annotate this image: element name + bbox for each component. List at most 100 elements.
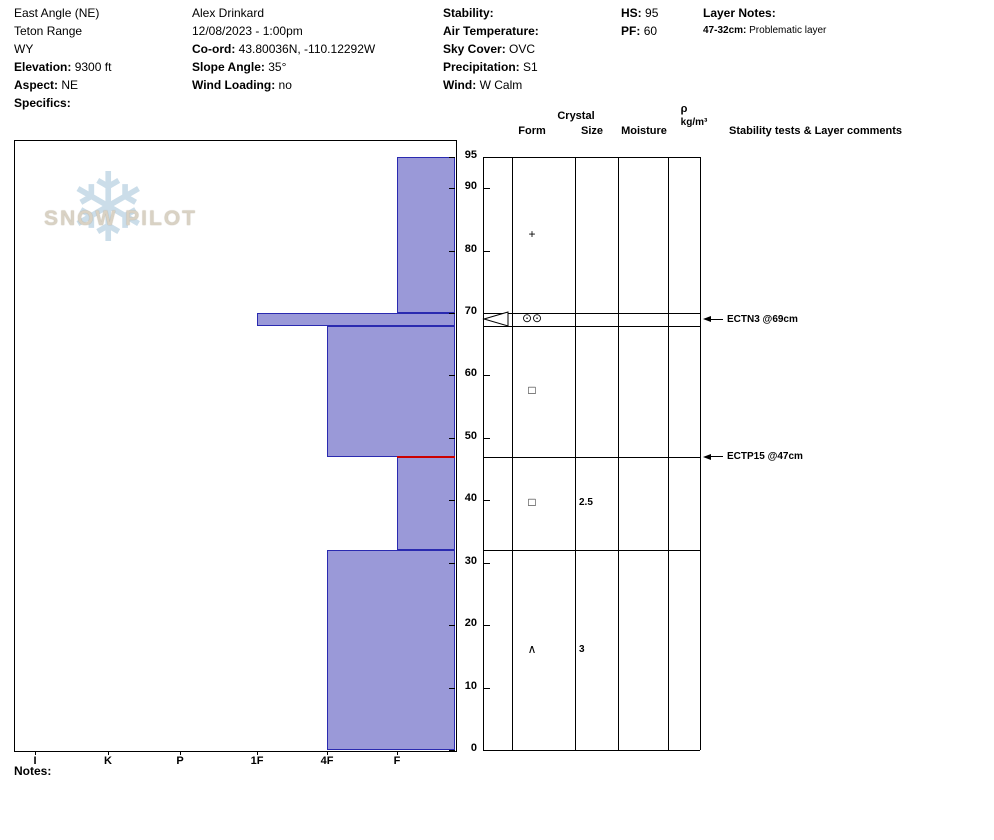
tests-comments-header: Stability tests & Layer comments xyxy=(729,125,903,137)
left-arrow-icon xyxy=(703,453,711,460)
coordinates-label: Co-ord: xyxy=(192,42,236,56)
x-axis-label: 4F xyxy=(320,755,334,767)
wind-loading-label: Wind Loading: xyxy=(192,78,276,92)
density-header: ρ xyxy=(680,103,688,115)
plot-edge-tick xyxy=(449,625,455,627)
grid-vline xyxy=(483,157,484,750)
precipitation-value: S1 xyxy=(523,60,538,74)
left-arrow-icon xyxy=(703,316,711,323)
state: WY xyxy=(14,42,34,56)
notes-label: Notes: xyxy=(14,764,52,778)
air-temp-line: Air Temperature: xyxy=(443,22,539,40)
slope-angle-label: Slope Angle: xyxy=(192,60,265,74)
y-axis-label: 0 xyxy=(470,742,477,754)
y-axis-label: 90 xyxy=(464,180,477,193)
aspect-label: Aspect: xyxy=(14,78,59,92)
stability-line: Stability: xyxy=(443,4,539,22)
grid-vline xyxy=(668,157,669,750)
x-axis-tick xyxy=(35,751,36,755)
snow-layer-bar xyxy=(327,550,455,750)
snow-layer-bar xyxy=(257,313,455,326)
grid-edge-tick xyxy=(483,562,490,564)
plot-edge-tick xyxy=(449,562,455,564)
observer-name: Alex Drinkard xyxy=(192,6,265,20)
density-units: kg/m³ xyxy=(680,117,708,128)
slope-angle-value: 35° xyxy=(268,60,287,74)
observation-datetime: 12/08/2023 - 1:00pm xyxy=(192,24,303,38)
plot-edge-tick xyxy=(449,750,455,751)
air-temp-label: Air Temperature: xyxy=(443,24,539,38)
totals-column: HS: 95 PF: 60 xyxy=(621,4,658,40)
x-axis-label: 1F xyxy=(250,755,264,767)
grid-edge-tick xyxy=(483,250,490,252)
grid-vline xyxy=(575,157,576,750)
coordinates-line: Co-ord: 43.80036N, -110.12292W xyxy=(192,40,375,58)
plot-edge-tick xyxy=(449,437,455,439)
weak-layer-flag-icon xyxy=(482,311,509,327)
grid-hline xyxy=(483,157,700,158)
grid-edge-tick xyxy=(483,500,490,502)
precipitation-label: Precipitation: xyxy=(443,60,520,74)
specifics-line: Specifics: xyxy=(14,94,111,112)
stability-label: Stability: xyxy=(443,6,494,20)
grid-edge-tick xyxy=(483,687,490,689)
watermark-text: SNOW PILOT xyxy=(44,207,197,230)
grid-hline xyxy=(483,550,700,552)
grid-hline xyxy=(483,325,700,327)
x-axis-tick xyxy=(257,751,258,755)
coordinates-value: 43.80036N, -110.12292W xyxy=(238,42,376,56)
grid-vline xyxy=(618,157,619,750)
hs-value: 95 xyxy=(645,6,659,20)
stability-test-annotation: ECTP15 @47cm xyxy=(703,451,803,463)
snowflake-icon: ❄ xyxy=(68,155,149,262)
form-header: Form xyxy=(518,125,546,137)
aspect-value: NE xyxy=(61,78,79,92)
plot-edge-tick xyxy=(449,188,455,190)
y-axis-label: 10 xyxy=(464,679,477,692)
stability-test-annotation: ECTN3 @69cm xyxy=(703,313,798,325)
grain-form-symbol: □ xyxy=(528,495,536,510)
specifics-label: Specifics: xyxy=(14,96,71,110)
hs-label: HS: xyxy=(621,6,642,20)
x-axis-tick xyxy=(327,751,328,755)
x-axis-tick xyxy=(108,751,109,755)
plot-edge-tick xyxy=(449,313,455,315)
x-axis-tick xyxy=(180,751,181,755)
layer-notes-title-text: Layer Notes: xyxy=(703,6,776,20)
pf-label: PF: xyxy=(621,24,641,38)
arrow-shaft xyxy=(711,318,723,320)
snow-layer-bar xyxy=(397,157,455,314)
grid-edge-tick xyxy=(483,625,490,627)
grain-form-symbol: + xyxy=(528,227,536,242)
layer-note-text: Problematic layer xyxy=(749,25,827,36)
layer-note-range: 47-32cm: xyxy=(703,25,747,36)
sky-cover-label: Sky Cover: xyxy=(443,42,506,56)
grid-hline xyxy=(483,750,700,751)
elevation-value: 9300 ft xyxy=(74,60,112,74)
grid-vline xyxy=(512,157,513,750)
elevation-line: Elevation: 9300 ft xyxy=(14,58,111,76)
snowpilot-watermark: ❄ SNOW PILOT xyxy=(40,161,220,285)
plot-edge-tick xyxy=(449,500,455,502)
hardness-plot-frame xyxy=(14,140,457,752)
grain-size-value: 2.5 xyxy=(579,497,593,509)
y-axis-label: 50 xyxy=(464,429,477,442)
wind-label: Wind: xyxy=(443,78,477,92)
y-axis-label: 70 xyxy=(464,305,477,318)
snow-layer-bar xyxy=(327,325,455,457)
mountain-range: Teton Range xyxy=(14,24,83,38)
sky-cover-line: Sky Cover: OVC xyxy=(443,40,539,58)
plot-edge-tick xyxy=(449,157,455,158)
y-axis-label: 80 xyxy=(464,242,477,255)
weak-layer-marker xyxy=(481,311,509,327)
grid-hline xyxy=(483,313,700,315)
y-axis-label: 95 xyxy=(464,149,477,161)
wind-loading-line: Wind Loading: no xyxy=(192,76,375,94)
grid-edge-tick xyxy=(483,375,490,377)
grid-edge-tick xyxy=(483,188,490,190)
critical-layer-line xyxy=(397,455,455,458)
precipitation-line: Precipitation: S1 xyxy=(443,58,539,76)
slope-angle-line: Slope Angle: 35° xyxy=(192,58,375,76)
grid-hline xyxy=(483,456,700,458)
